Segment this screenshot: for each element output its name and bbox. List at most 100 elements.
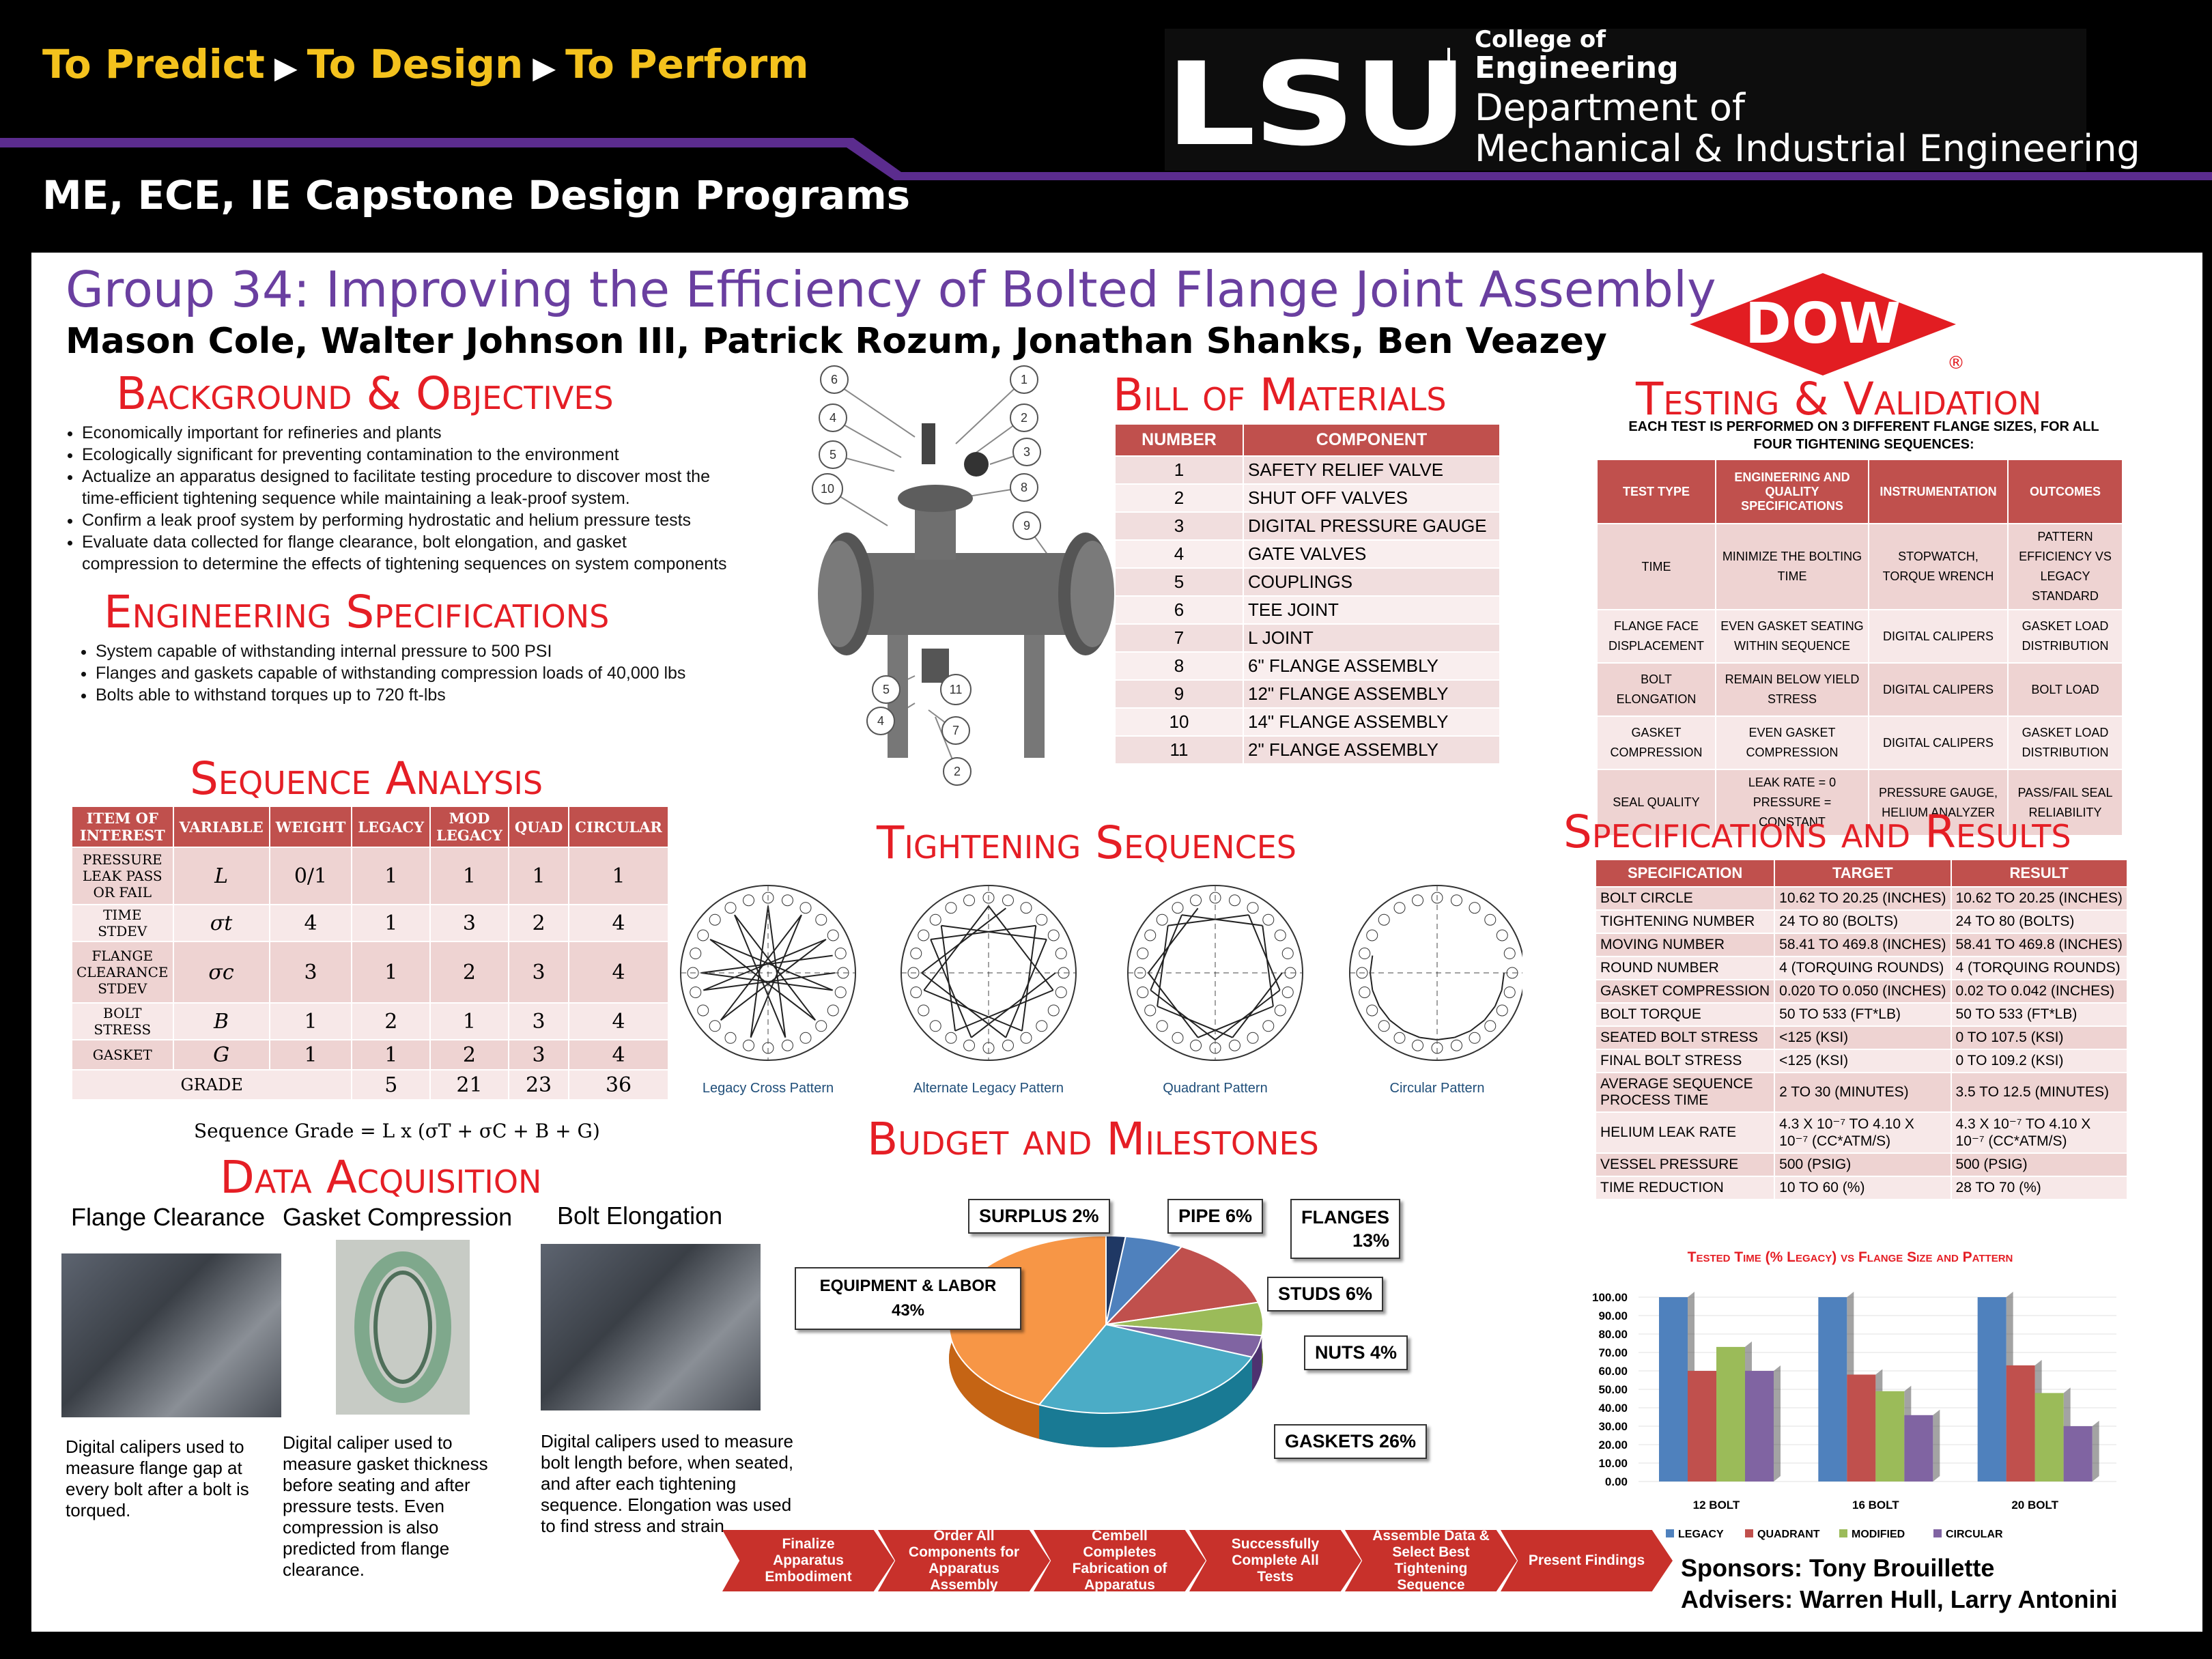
milestone-step: Cembell Completes Fabrication of Apparat… xyxy=(1034,1530,1206,1591)
table-cell: 2" FLANGE ASSEMBLY xyxy=(1243,735,1501,765)
label-equipment: EQUIPMENT & LABOR 43% xyxy=(795,1267,1021,1330)
table-cell: 1 xyxy=(351,847,431,905)
tagline-design: To Design xyxy=(307,41,524,87)
table-cell: 4 xyxy=(568,941,669,1004)
pattern-0: Legacy Cross Pattern xyxy=(680,885,856,1096)
table-cell: GASKET xyxy=(71,1039,174,1070)
table-cell: SEATED BOLT STRESS xyxy=(1594,1025,1776,1050)
registered-icon: ® xyxy=(1947,353,1965,373)
table-cell: 2 xyxy=(351,1002,431,1040)
background-item: Actualize an apparatus designed to facil… xyxy=(82,466,728,509)
bom-header-row: NUMBER COMPONENT xyxy=(1114,423,1501,457)
callout-4b: 4 xyxy=(877,714,884,728)
table-row: MOVING NUMBER 58.41 TO 469.8 (INCHES) 58.4… xyxy=(1594,933,2128,957)
table-cell: GASKET COMPRESSION xyxy=(1594,979,1776,1004)
table-row: 9 12" FLANGE ASSEMBLY xyxy=(1114,679,1501,709)
x-tick-label: 20 BOLT xyxy=(2011,1499,2058,1512)
arrow-right-icon: ▶ xyxy=(533,51,556,85)
table-cell: DIGITAL CALIPERS xyxy=(1868,715,2009,770)
table-cell: 4 (TORQUING ROUNDS) xyxy=(1774,956,1952,980)
table-cell: TEE JOINT xyxy=(1243,595,1501,625)
table-row: FLANGE CLEARANCE STDEV σc 3 1 2 3 4 xyxy=(71,941,669,1004)
callout-5: 5 xyxy=(830,448,836,462)
department-line2: Mechanical & Industrial Engineering xyxy=(1475,127,2140,170)
bar-legacy-1 xyxy=(1818,1297,1847,1481)
table-cell: DIGITAL CALIPERS xyxy=(1868,662,2009,717)
bar-modified-1 xyxy=(1875,1391,1905,1481)
pattern-label: Quadrant Pattern xyxy=(1163,1081,1267,1096)
milestone-step: Order All Components for Apparatus Assem… xyxy=(878,1530,1050,1591)
table-cell: 0 TO 107.5 (KSI) xyxy=(1950,1025,2128,1050)
table-cell: 4.3 X 10⁻⁷ TO 4.10 X 10⁻⁷ (CC*ATM/S) xyxy=(1774,1111,1952,1154)
table-cell: 1 xyxy=(429,847,509,905)
col-header: SPECIFICATION xyxy=(1594,859,1776,888)
pie-slice-gaskets xyxy=(1038,1323,1253,1414)
callout-2: 2 xyxy=(1021,411,1027,425)
table-cell: 7 xyxy=(1114,623,1244,653)
college-line1: College of xyxy=(1475,26,1606,53)
table-cell: 11 xyxy=(1114,735,1244,765)
table-cell: 500 (PSIG) xyxy=(1950,1152,2128,1177)
callout-2b: 2 xyxy=(954,765,961,778)
specs-results-table: SPECIFICATION TARGET RESULT BOLT CIRCLE 1… xyxy=(1594,859,2128,1200)
data-acq-heading: Data Acquisition xyxy=(220,1151,542,1204)
table-cell: BOLT LOAD xyxy=(2007,662,2123,717)
table-cell: STOPWATCH, TORQUE WRENCH xyxy=(1868,523,2009,610)
bar-quadrant-0 xyxy=(1688,1371,1716,1481)
tagline-predict: To Predict xyxy=(42,41,265,87)
table-cell: 50 TO 533 (FT*LB) xyxy=(1774,1002,1952,1027)
table-cell: 9 xyxy=(1114,679,1244,709)
table-cell: BOLT STRESS xyxy=(71,1002,174,1040)
eng-spec-item: Bolts able to withstand torques up to 72… xyxy=(96,684,714,706)
y-tick-label: 100.00 xyxy=(1592,1291,1628,1304)
authors: Mason Cole, Walter Johnson III, Patrick … xyxy=(66,321,1607,362)
pattern-2: Quadrant Pattern xyxy=(1127,885,1303,1096)
table-row: 10 14" FLANGE ASSEMBLY xyxy=(1114,707,1501,737)
table-cell: 58.41 TO 469.8 (INCHES) xyxy=(1774,933,1952,957)
y-tick-label: 50.00 xyxy=(1598,1383,1628,1396)
pattern-3: Circular Pattern xyxy=(1349,885,1522,1096)
x-tick-label: 16 BOLT xyxy=(1852,1499,1899,1512)
bar-modified-2 xyxy=(2034,1393,2064,1481)
milestone-label: Present Findings xyxy=(1528,1552,1645,1568)
legend-swatch xyxy=(1666,1529,1674,1537)
table-cell: PRESSURE LEAK PASS OR FAIL xyxy=(71,847,174,905)
dow-logo-text: DOW xyxy=(1745,292,1901,356)
callout-4: 4 xyxy=(830,411,836,425)
table-cell: SEAL QUALITY xyxy=(1596,769,1716,836)
callout-9: 9 xyxy=(1023,519,1030,533)
table-cell: 3 xyxy=(507,1002,570,1040)
table-cell: σt xyxy=(172,904,270,942)
table-cell: 10 TO 60 (%) xyxy=(1774,1176,1952,1200)
table-row: 11 2" FLANGE ASSEMBLY xyxy=(1114,735,1501,765)
pattern-label: Legacy Cross Pattern xyxy=(703,1081,834,1096)
milestone-label: Successfully Complete All Tests xyxy=(1231,1536,1320,1585)
legend-label: LEGACY xyxy=(1678,1529,1724,1540)
background-item: Economically important for refineries an… xyxy=(82,422,728,444)
bolt-elongation-label: Bolt Elongation xyxy=(557,1202,723,1230)
table-cell: 10 xyxy=(1114,707,1244,737)
table-cell: 24 TO 80 (BOLTS) xyxy=(1774,909,1952,934)
bar-side xyxy=(1933,1409,1940,1481)
table-cell: AVERAGE SEQUENCE PROCESS TIME xyxy=(1594,1072,1776,1113)
grade-cell: 36 xyxy=(568,1069,669,1101)
table-cell: TIME STDEV xyxy=(71,904,174,942)
pie-slice-flanges xyxy=(1104,1245,1260,1326)
gasket-compression-label: Gasket Compression xyxy=(283,1203,513,1231)
table-row: GASKET COMPRESSION 0.020 TO 0.050 (INCHES… xyxy=(1594,979,2128,1004)
label-equipment-name: EQUIPMENT & LABOR xyxy=(819,1277,997,1295)
time-bar-chart: 100.00 90.00 80.00 70.00 60.00 50.00 40.00 30.0… xyxy=(1592,1291,2116,1540)
y-tick-label: 70.00 xyxy=(1598,1346,1628,1359)
tagline: To Predict ▶ To Design ▶ To Perform xyxy=(42,41,809,87)
milestone-label: Assemble Data & Select Best Tightening S… xyxy=(1372,1528,1490,1593)
table-row: TIME REDUCTION 10 TO 60 (%) 28 TO 70 (%) xyxy=(1594,1176,2128,1200)
purple-stripe xyxy=(0,138,2212,180)
legend-swatch xyxy=(1933,1529,1942,1537)
col-header: MOD LEGACY xyxy=(429,806,509,848)
legend-label: CIRCULAR xyxy=(1946,1529,2003,1540)
callout-8: 8 xyxy=(1021,481,1027,494)
bolt-elongation-photo xyxy=(541,1244,761,1410)
bar-side xyxy=(2092,1421,2099,1481)
program-title: ME, ECE, IE Capstone Design Programs xyxy=(42,172,911,218)
